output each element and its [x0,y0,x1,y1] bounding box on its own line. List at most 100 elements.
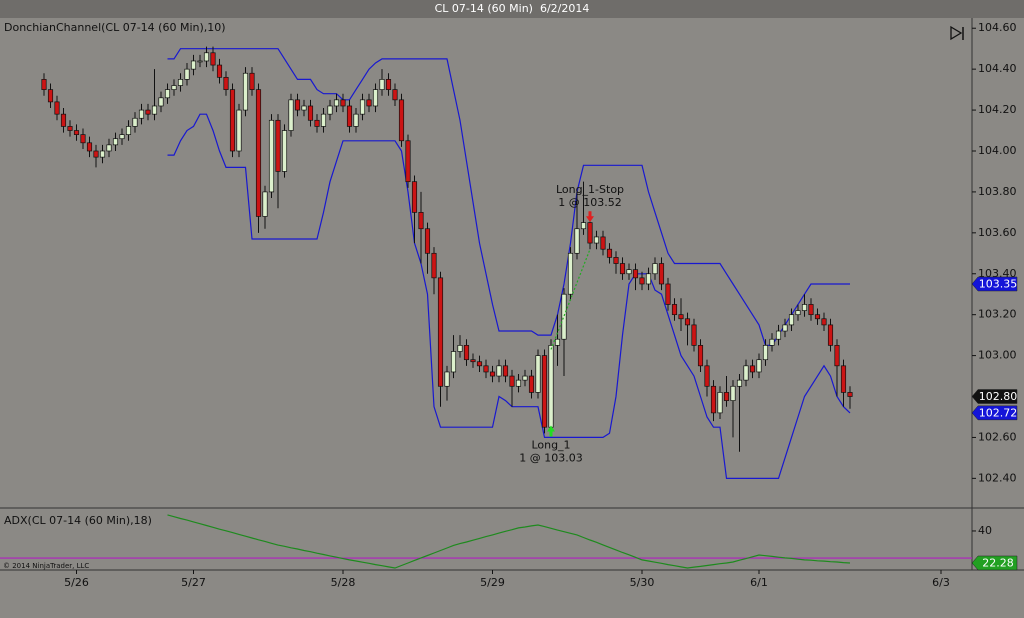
trade-detail: 1 @ 103.03 [519,451,582,464]
candle-body [684,318,691,326]
candle-body [723,392,730,401]
copyright: © 2014 NinjaTrader, LLC [3,562,89,570]
candle-body [515,379,522,387]
channel-upper [167,48,850,346]
price-flag [971,389,1018,404]
y-tick-label: 104.00 [978,144,1017,157]
candle-body [756,359,762,373]
candle-body [509,375,515,387]
candle-body [203,52,210,62]
candle-body [301,105,307,111]
y-tick-label: 103.20 [978,308,1017,321]
candle-body [138,109,145,119]
candle-body [671,304,678,316]
candle-body [593,236,600,244]
x-tick-label: 5/27 [181,576,206,589]
candle-body [762,345,769,361]
candle-body [788,314,795,326]
candle-body [489,371,496,377]
candle-body [385,79,392,90]
candle-body [639,277,645,285]
candle-body [158,97,164,107]
candle-body [80,134,86,144]
candle-body [652,263,658,275]
candle-body [444,371,450,387]
candle-body [359,99,366,115]
candle-body [119,134,125,140]
candle-body [47,89,54,103]
adx-line [167,514,851,569]
indicator-label: ADX(CL 07-14 (60 Min),18) [4,514,152,527]
candle-body [580,222,587,230]
price-flag [971,405,1018,421]
candle-body [437,277,444,387]
candle-body [106,144,112,152]
candle-body [223,76,229,90]
candle-body [619,263,626,275]
candle-body [717,392,723,414]
candle-body [340,99,346,107]
y-tick-label: 103.00 [978,349,1017,362]
candle-body [353,113,359,127]
candle-body [743,365,749,381]
trade-label: Long_1 [531,438,570,451]
candle-body [405,140,411,183]
candle-body [197,60,203,63]
candle-body [262,191,268,217]
x-tick-label: 5/26 [64,576,89,589]
candle-body [600,236,606,250]
candle-body [658,263,665,285]
channel-lower [167,113,851,479]
candle-body [418,212,424,230]
candle-body [372,89,379,107]
candle-body [632,269,639,279]
candle-body [801,304,808,311]
candle-body [99,150,106,158]
price-flag-label: 102.72 [979,406,1018,419]
candle-body [626,269,632,275]
window-title: CL 07-14 (60 Min) 6/2/2014 [435,2,590,15]
candle-body [41,79,47,90]
candle-body [346,105,353,127]
candle-body [548,345,554,428]
candle-body [710,385,717,414]
candle-body [775,330,782,340]
candle-body [749,365,756,373]
y-tick-label: 104.60 [978,21,1017,34]
candle-body [535,355,541,393]
candle-body [554,338,561,346]
candle-body [606,248,613,258]
candle-body [574,228,580,254]
candle-body [457,345,463,352]
candle-body [782,324,788,332]
trade-label: Long_1-Stop [556,183,624,196]
candle-body [483,365,489,373]
candle-body [398,99,405,142]
price-flag-label: 102.80 [979,390,1018,403]
candle-body [145,109,151,115]
candle-body [691,324,697,346]
candle-body [54,101,60,115]
y-tick-label: 103.40 [978,267,1017,280]
candle-body [307,105,314,121]
candle-body [561,293,567,340]
candle-body [678,314,684,320]
candle-body [216,64,223,78]
scroll-end-icon[interactable] [950,25,964,41]
candle-body [151,105,158,115]
candle-body [496,365,502,377]
candle-body [814,314,821,320]
candle-body [379,79,385,90]
candle-body [769,338,775,346]
candle-body [236,109,242,152]
candle-body [541,355,548,428]
candle-body [795,310,801,316]
x-tick-label: 5/30 [630,576,655,589]
candle-body [392,89,398,101]
y-tick-label: 40 [978,524,992,537]
candle-body [210,52,216,66]
candle-body [314,119,320,127]
